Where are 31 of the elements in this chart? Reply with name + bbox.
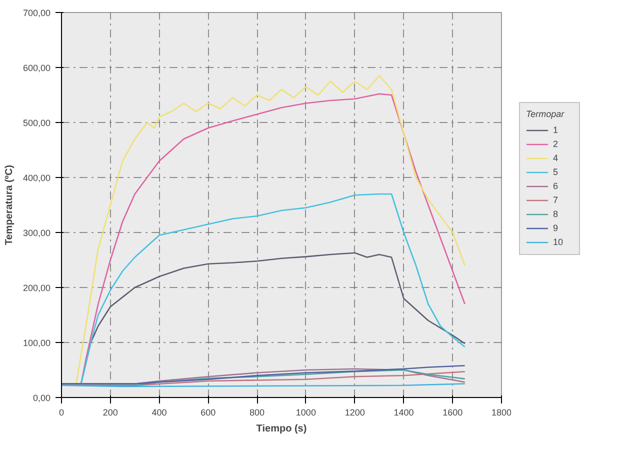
legend-label: 1 [553, 124, 560, 136]
x-tick-label: 0 [58, 408, 64, 418]
y-tick-label: 500,00 [22, 118, 51, 128]
x-tick-label: 200 [102, 408, 118, 418]
x-tick-label: 1800 [491, 408, 512, 418]
x-tick-label: 800 [250, 408, 265, 418]
legend-label: 10 [553, 236, 564, 248]
x-axis-title: Tiempo (s) [256, 424, 307, 434]
legend-label: 6 [553, 180, 560, 192]
y-tick-label: 200,00 [22, 283, 51, 293]
legend-label: 4 [553, 152, 560, 164]
legend-label: 7 [553, 194, 560, 206]
legend-label: 8 [553, 208, 560, 220]
y-tick-label: 100,00 [22, 338, 51, 348]
x-tick-label: 1000 [296, 408, 316, 418]
y-tick-label: 700,00 [22, 8, 51, 18]
x-tick-label: 1600 [442, 408, 463, 418]
y-tick-label: 400,00 [22, 173, 51, 183]
legend-title: Termopar [526, 109, 566, 119]
line-series [62, 364, 466, 384]
x-tick-label: 600 [200, 408, 216, 418]
y-tick-label: 300,00 [22, 228, 51, 238]
legend-label: 5 [553, 166, 560, 178]
x-tick-label: 1200 [344, 408, 365, 418]
x-tick-label: 400 [152, 408, 167, 418]
y-tick-label: 0,00 [32, 393, 51, 403]
y-tick-label: 600,00 [22, 63, 51, 73]
legend-label: 2 [553, 138, 560, 150]
legend-label: 9 [553, 222, 560, 234]
y-axis-title: Temperatura (ºC) [4, 164, 15, 246]
x-tick-label: 1400 [394, 408, 414, 418]
